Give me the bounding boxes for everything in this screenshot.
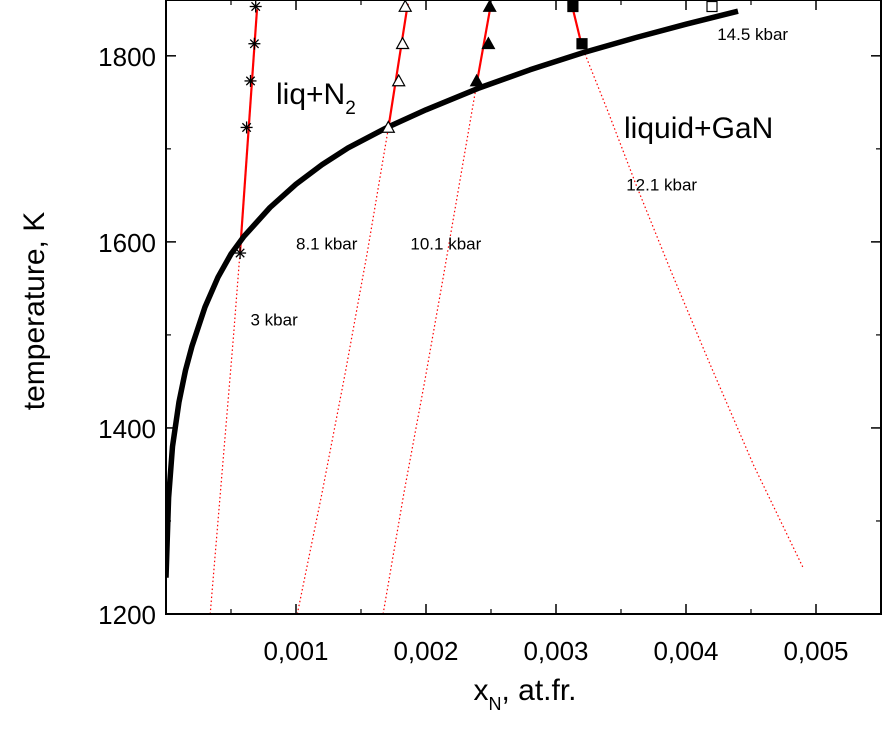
y-tick-label: 1800 xyxy=(98,42,156,72)
data-point-triangle xyxy=(398,0,413,12)
data-point-square xyxy=(567,0,579,13)
star-stroke xyxy=(245,76,256,86)
star-stroke xyxy=(235,248,245,258)
data-point-triangle xyxy=(481,36,496,50)
x-tick-label: 0,004 xyxy=(653,636,718,666)
x-tick-label: 0,002 xyxy=(393,636,458,666)
data-point-square xyxy=(706,0,718,13)
x-tick-label: 0,003 xyxy=(523,636,588,666)
data-point-triangle xyxy=(391,73,406,87)
x-axis-title-suffix: , at.fr. xyxy=(501,674,576,707)
plot-frame xyxy=(165,0,882,615)
isobar-label: 10.1 kbar xyxy=(410,234,481,253)
region-label-liq-n2-subscript: 2 xyxy=(345,98,356,119)
y-tick-label: 1600 xyxy=(98,228,156,258)
axis-tick-labels: 0,001 0,002 0,003 0,004 0,005 1200 1400 1600 180… xyxy=(98,42,848,666)
x-tick-label: 0,001 xyxy=(263,636,328,666)
y-axis-title: temperature, K xyxy=(18,212,51,410)
isobar-dotted-line-0 xyxy=(209,251,241,615)
data-point-triangle xyxy=(381,120,396,133)
region-label-liq-n2-main: liq+N xyxy=(276,78,345,111)
data-point-star xyxy=(249,0,262,13)
data-point-triangle xyxy=(469,73,484,87)
isobar-label: 8.1 kbar xyxy=(296,234,358,253)
isobar-label: 12.1 kbar xyxy=(626,176,697,195)
isobar-dotted-line-3 xyxy=(581,46,804,568)
star-stroke xyxy=(251,1,261,12)
star-stroke xyxy=(249,39,260,49)
region-label-liquid-gan: liquid+GaN xyxy=(624,112,773,145)
isobar-dotted-line-2 xyxy=(382,83,478,615)
isobar-label: 14.5 kbar xyxy=(717,25,788,44)
data-point-star xyxy=(244,74,257,87)
y-tick-label: 1200 xyxy=(98,600,156,630)
x-axis-title-main: x xyxy=(473,674,488,707)
data-point-star xyxy=(234,247,247,260)
data-point-star xyxy=(240,121,253,134)
x-axis-title-subscript: N xyxy=(488,694,501,714)
data-point-triangle xyxy=(395,36,410,50)
plot-content xyxy=(166,0,804,615)
data-point-star xyxy=(248,37,261,50)
isobar-solid-line-1 xyxy=(387,3,409,129)
isobar-dotted-line-1 xyxy=(296,128,389,615)
x-axis-title: xN, at.fr. xyxy=(473,674,576,714)
axis-ticks xyxy=(166,0,881,615)
star-stroke xyxy=(241,122,252,133)
isobar-label: 3 kbar xyxy=(251,311,299,330)
isobar-solid-line-2 xyxy=(475,3,493,84)
liquidus-curve xyxy=(166,8,739,578)
region-label-liq-n2: liq+N2 xyxy=(276,78,356,119)
y-tick-label: 1400 xyxy=(98,414,156,444)
data-point-square xyxy=(576,38,588,50)
x-tick-label: 0,005 xyxy=(783,636,848,666)
data-point-triangle xyxy=(482,0,497,12)
